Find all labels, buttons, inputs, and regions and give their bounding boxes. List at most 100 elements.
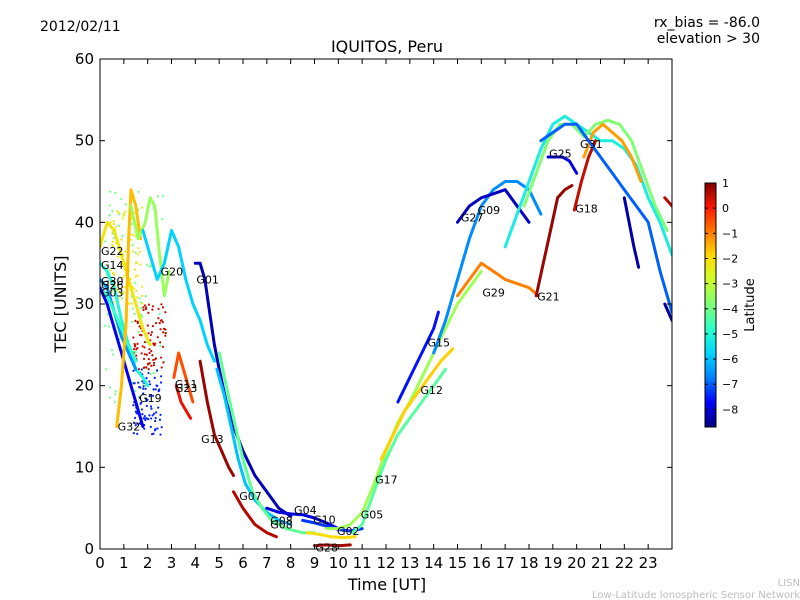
noise-point [162,361,165,364]
noise-point [145,404,148,407]
prn-label-g10: G10 [313,514,336,527]
series-line-g08 [217,351,316,535]
noise-point [133,268,137,271]
noise-point [108,396,111,399]
noise-point [142,392,145,395]
noise-point [111,240,114,243]
noise-point [136,342,139,345]
noise-point [145,353,148,356]
noise-point [116,255,119,258]
noise-point [131,250,135,253]
noise-point [155,322,158,325]
noise-point [106,313,109,316]
noise-point [124,250,127,253]
prn-label-g02: G02 [337,525,360,538]
series-line-g15 [396,310,440,404]
noise-point [158,321,161,325]
noise-point [108,213,111,217]
rx-bias-label: rx_bias = -86.0 [654,15,760,31]
noise-point [149,333,153,336]
series-line-unlabeled [622,196,641,269]
series-line-g02 [305,531,357,540]
prn-label-g09: G09 [478,204,501,217]
noise-point [156,384,159,387]
noise-point [111,271,114,274]
colorbar-label: Latitude [743,278,758,332]
noise-point [159,381,163,384]
noise-point [143,304,147,307]
noise-point [141,345,144,348]
prn-label-g11: G11 [175,378,198,391]
prn-label-g23: G23 [175,382,198,395]
noise-point [123,286,126,289]
noise-point [157,307,160,311]
noise-point [143,427,146,430]
footer-lisn: LISN [778,578,800,589]
chart-title: IQUITOS, Peru [331,37,443,56]
noise-point [148,362,151,365]
noise-point [111,210,114,213]
series-line-g26 [100,286,138,363]
prn-label-g27: G27 [461,211,484,224]
noise-point [110,287,113,290]
plot-area: 0 1 2 3 4 5 6 7 8 9 10 11 12 13 14 15 16 17 18 19 20 21 22 23 0… [75,50,673,572]
x-tick-label: 15 [448,554,467,572]
noise-point [156,195,160,198]
noise-point [143,366,146,369]
noise-point [110,290,113,293]
noise-point [132,347,136,351]
noise-point [152,432,155,435]
noise-point [136,346,139,350]
x-tick-label: 23 [639,554,658,572]
prn-label-g08: G08 [270,519,293,532]
noise-point [138,325,141,328]
x-tick-label: 9 [310,554,320,572]
colorbar: 1 0 −1 −2 −3 −4 −5 −6 −7 −8 Latitude [704,177,758,428]
noise-point [109,190,112,193]
series-line-unlabeled [522,118,669,232]
noise-point [161,218,164,221]
noise-point [138,250,141,254]
noise-point [133,312,136,316]
prn-label-g17: G17 [375,474,398,487]
noise-point [140,352,143,355]
series-line-g27 [432,180,543,355]
noise-point [148,380,151,383]
noise-point [149,372,152,376]
noise-point [132,421,135,424]
noise-point [150,417,153,420]
prn-label-g15: G15 [428,336,451,349]
noise-point [152,358,155,362]
series-line-unlabeled [663,196,672,208]
x-axis: 0 1 2 3 4 5 6 7 8 9 10 11 12 13 14 15 16 17 18 19 20 21 22 23 [95,59,658,572]
noise-point [113,273,116,276]
noise-point [137,253,140,256]
noise-point [140,313,143,316]
noise-point [134,424,137,427]
x-tick-label: 0 [95,554,105,572]
series-line-g04 [265,506,340,531]
noise-point [109,269,112,272]
noise-point [143,415,146,418]
noise-point [112,222,116,226]
noise-point [142,385,145,388]
noise-point [144,397,148,400]
noise-point [104,240,107,243]
noise-point [121,276,124,279]
noise-point [161,194,165,198]
noise-point [111,243,114,247]
x-tick-label: 21 [591,554,610,572]
y-axis: 0 10 20 30 40 50 60 [75,50,672,558]
noise-point [150,350,153,353]
noise-point [121,235,124,238]
series-line-g28 [313,543,352,548]
prn-label-g03: G03 [101,287,124,300]
noise-point [132,287,136,290]
noise-point [154,419,157,423]
series-line-g08 [232,490,278,539]
noise-point [130,320,134,324]
noise-point [108,204,111,207]
y-tick-label: 20 [75,377,94,395]
noise-point [137,190,140,193]
